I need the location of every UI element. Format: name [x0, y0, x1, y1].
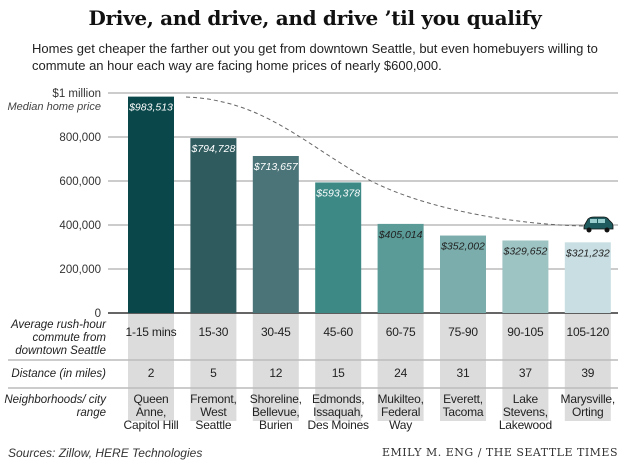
bar-value-label: $593,378 [315, 187, 360, 199]
bar-value-label: $321,232 [565, 247, 610, 259]
bar [564, 242, 611, 313]
bar-value-label: $352,002 [440, 241, 485, 253]
bar [440, 235, 486, 313]
row-cell: 15-30 [198, 325, 229, 339]
row-cell: Queen Anne, Capitol Hill [123, 392, 179, 432]
column-band [190, 313, 237, 421]
row-cell: 31 [456, 366, 470, 380]
y-axis-label: Median home price [7, 101, 101, 113]
row-cell: Fremont, West Seattle [190, 392, 237, 432]
row-cell: 15 [331, 366, 345, 380]
row-label: Distance (in miles) [11, 368, 106, 380]
bar [252, 155, 299, 313]
chart-title: Drive, and drive, and drive ’til you qua… [88, 6, 542, 30]
trend-curve [185, 96, 586, 227]
row-cell: Shoreline, Bellevue, Burien [249, 392, 302, 432]
bar [315, 182, 362, 313]
y-tick-label: 600,000 [59, 176, 101, 188]
bar [502, 240, 549, 313]
column-band [377, 313, 424, 421]
y-tick-label: 400,000 [59, 220, 101, 232]
row-cell: 75-90 [448, 325, 478, 339]
row-cell: Marysville, Orting [560, 392, 616, 419]
bar-value-label: $405,014 [378, 229, 423, 241]
row-label: Average rush-hour commute from downtown … [10, 319, 106, 357]
sources: Sources: Zillow, HERE Technologies [8, 446, 203, 460]
y-tick-label: 0 [95, 308, 101, 320]
row-cell: Mukilteo, Federal Way [377, 392, 424, 432]
row-cell: 1-15 mins [125, 325, 177, 339]
row-cell: Lake Stevens, Lakewood [498, 392, 552, 432]
bar [190, 138, 237, 313]
car-icon [583, 216, 614, 233]
column-band [502, 313, 549, 421]
row-cell: 30-45 [260, 325, 291, 339]
bar-value-label: $329,652 [503, 245, 548, 257]
y-tick-label: 800,000 [59, 132, 101, 144]
row-cell: 5 [210, 366, 217, 380]
row-cell: 24 [394, 366, 408, 380]
bar [377, 223, 424, 313]
row-cell: Everett, Tacoma [442, 392, 484, 419]
row-cell: 45-60 [323, 325, 354, 339]
row-cell: 90-105 [507, 325, 544, 339]
column-band [440, 313, 486, 421]
column-band [252, 313, 299, 421]
row-cell: 105-120 [566, 325, 610, 339]
bar-value-label: $794,728 [191, 143, 236, 155]
column-band [128, 313, 174, 421]
row-cell: 2 [147, 366, 155, 380]
bar-value-label: $713,657 [253, 161, 299, 173]
row-cell: 39 [581, 366, 595, 380]
bar-value-label: $983,513 [128, 102, 173, 114]
credit: EMILY M. ENG / THE SEATTLE TIMES [382, 446, 618, 459]
row-cell: 60-75 [385, 325, 416, 339]
row-cell: 12 [269, 366, 283, 380]
y-tick-label: 200,000 [59, 264, 101, 276]
y-tick-label: $1 million [52, 88, 101, 100]
row-cell: 37 [518, 366, 532, 380]
row-label: Neighborhoods/ city range [4, 394, 106, 419]
row-cell: Edmonds, Issaquah, Des Moines [307, 392, 370, 432]
column-band [564, 313, 611, 421]
column-band [315, 313, 362, 421]
bar [128, 96, 174, 313]
chart-subtitle: Homes get cheaper the farther out you ge… [32, 41, 598, 73]
